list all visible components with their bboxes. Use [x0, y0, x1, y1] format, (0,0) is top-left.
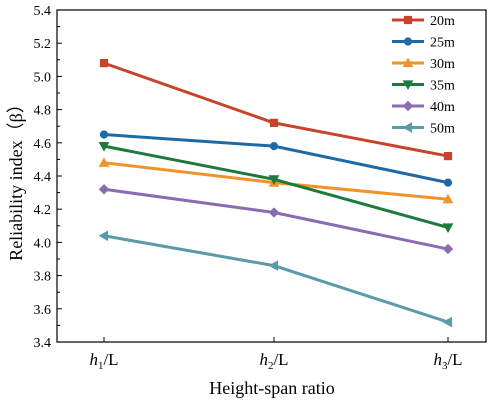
series-25m	[99, 130, 453, 187]
data-point-20m	[443, 151, 453, 161]
x-tick-label: h3/L	[433, 350, 462, 372]
y-tick-label: 5.0	[34, 70, 52, 85]
series-lines	[98, 59, 454, 328]
data-point-25m	[269, 142, 279, 151]
legend-label: 20m	[430, 14, 455, 29]
legend-item-30m: 30m	[392, 57, 455, 72]
data-point-20m	[269, 118, 279, 127]
data-point-35m	[98, 142, 110, 152]
legend-marker	[402, 100, 414, 112]
y-tick-label: 4.8	[34, 104, 52, 119]
series-35m	[98, 142, 454, 233]
series-line-50m	[103, 234, 449, 324]
y-tick-label: 5.4	[34, 4, 52, 19]
data-point-25m	[99, 130, 109, 139]
x-tick-label: h1/L	[89, 350, 118, 372]
legend-item-50m: 50m	[392, 122, 455, 137]
legend-item-40m: 40m	[392, 100, 455, 115]
y-tick-label: 3.6	[34, 303, 52, 318]
legend-label: 30m	[430, 57, 455, 72]
data-point-40m	[98, 184, 110, 195]
y-tick-label: 5.2	[34, 37, 52, 52]
y-tick-label: 4.0	[34, 236, 52, 251]
data-point-30m	[442, 193, 454, 204]
series-50m	[98, 230, 453, 328]
data-point-40m	[442, 243, 454, 255]
legend-label: 50m	[430, 122, 455, 137]
y-tick-label: 3.4	[34, 336, 52, 351]
legend-item-35m: 35m	[392, 79, 455, 94]
axes	[56, 9, 487, 343]
data-point-40m	[268, 207, 280, 218]
legend-item-25m: 25m	[392, 36, 455, 51]
data-point-50m	[442, 316, 453, 328]
y-tick-label: 4.2	[34, 203, 52, 218]
data-point-50m	[98, 230, 109, 242]
data-point-35m	[442, 223, 454, 233]
data-point-35m	[268, 175, 280, 185]
series-20m	[99, 59, 453, 161]
data-point-25m	[443, 178, 453, 187]
y-axis-label: Reliability index（β）	[6, 95, 26, 261]
y-tick-label: 4.4	[34, 170, 52, 185]
legend-marker	[403, 15, 413, 25]
y-tick-label: 4.6	[34, 137, 52, 152]
legend-label: 40m	[430, 100, 455, 115]
legend: 20m 25m 30m 35m 40m 50m	[392, 14, 455, 137]
data-point-30m	[98, 157, 110, 167]
legend-marker	[402, 57, 414, 68]
legend-label: 35m	[430, 79, 455, 94]
series-line-20m	[103, 61, 449, 158]
legend-marker	[402, 122, 413, 133]
series-40m	[98, 184, 454, 255]
legend-marker	[403, 37, 413, 46]
data-point-50m	[268, 260, 279, 271]
y-tick-label: 3.8	[34, 270, 52, 285]
x-tick-label: h2/L	[259, 350, 288, 372]
legend-item-20m: 20m	[392, 14, 455, 29]
legend-label: 25m	[430, 36, 455, 51]
legend-marker	[402, 80, 414, 91]
data-point-20m	[99, 59, 109, 68]
x-axis-label: Height-span ratio	[209, 378, 334, 398]
tick-labels: 3.4 3.6 3.8 4.0 4.2 4.4 4.6 4.8 5.0 5.2 5.4 h1/L h2/…	[34, 4, 463, 372]
series-line-40m	[103, 187, 449, 251]
